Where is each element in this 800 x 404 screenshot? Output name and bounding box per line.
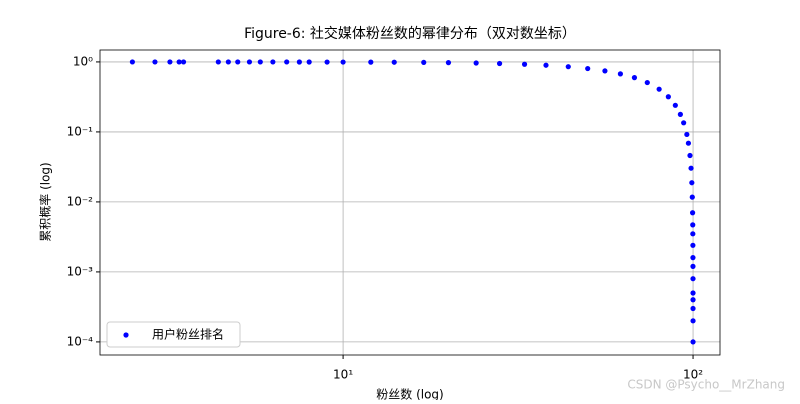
- data-point: [257, 59, 263, 65]
- plot-frame: [99, 49, 721, 356]
- y-tick-label: 10⁰: [73, 54, 93, 68]
- data-point: [687, 152, 693, 159]
- data-point: [689, 194, 695, 200]
- x-tick-label: 10¹: [333, 368, 353, 382]
- chart-title: Figure-6: 社交媒体粉丝数的幂律分布（双对数坐标）: [244, 25, 576, 42]
- data-point: [672, 102, 678, 108]
- data-point: [665, 94, 671, 100]
- data-point: [324, 59, 330, 65]
- data-point: [473, 60, 479, 66]
- data-point: [180, 59, 187, 65]
- data-point: [225, 59, 231, 65]
- data-point: [129, 59, 136, 65]
- data-point: [296, 59, 302, 65]
- data-point: [284, 59, 290, 65]
- data-point: [688, 165, 694, 171]
- legend-box: [106, 321, 241, 348]
- y-axis-label: 累积概率 (log): [38, 162, 53, 241]
- data-point: [152, 59, 158, 65]
- data-point: [521, 61, 528, 67]
- watermark: CSDN @Psycho__MrZhang: [627, 378, 785, 392]
- data-point: [270, 59, 276, 65]
- data-point: [690, 339, 696, 345]
- data-point: [631, 75, 638, 81]
- data-point: [368, 59, 374, 65]
- data-point: [421, 59, 427, 66]
- data-point: [306, 59, 312, 65]
- y-tick-label: 10⁻⁴: [67, 334, 94, 348]
- data-point: [602, 68, 608, 74]
- y-tick-label: 10⁻³: [67, 264, 94, 278]
- data-point: [689, 210, 696, 216]
- data-point: [690, 263, 696, 269]
- data-point: [685, 140, 692, 146]
- data-point: [585, 65, 591, 72]
- data-point: [391, 59, 397, 65]
- data-point: [690, 242, 696, 248]
- data-point: [690, 255, 696, 261]
- legend-label: 用户粉丝排名: [152, 327, 224, 342]
- data-point: [496, 60, 503, 67]
- data-point: [689, 180, 695, 186]
- data-point: [644, 79, 650, 86]
- data-point: [235, 59, 241, 65]
- data-point: [445, 60, 452, 66]
- data-point: [656, 86, 662, 92]
- data-point: [681, 120, 687, 126]
- data-point: [677, 111, 683, 117]
- data-point: [690, 305, 696, 312]
- data-point: [617, 71, 623, 77]
- data-point: [543, 62, 549, 68]
- data-point: [176, 59, 182, 65]
- data-point: [690, 222, 696, 228]
- data-point: [690, 318, 696, 324]
- data-point: [215, 59, 221, 65]
- x-tick-label: 10²: [683, 368, 703, 382]
- data-point: [167, 59, 173, 65]
- data-point: [690, 290, 696, 296]
- data-point: [690, 231, 696, 237]
- data-point: [690, 297, 696, 303]
- data-point: [246, 59, 253, 65]
- data-point: [565, 64, 571, 70]
- y-tick-label: 10⁻¹: [67, 124, 94, 138]
- legend-marker: [123, 332, 129, 338]
- data-point: [340, 59, 346, 65]
- y-tick-label: 10⁻²: [67, 194, 94, 208]
- data-point: [684, 131, 690, 138]
- x-axis-label: 粉丝数 (log): [376, 387, 443, 401]
- data-point: [690, 276, 696, 282]
